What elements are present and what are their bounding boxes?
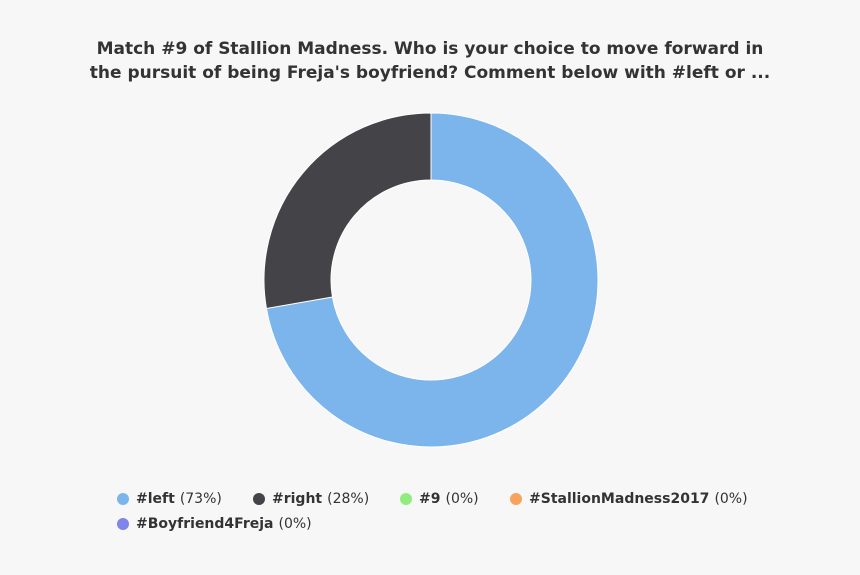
legend-item: #9 (0%) <box>419 491 479 507</box>
legend-name: #StallionMadness2017 <box>529 491 709 507</box>
legend-value: (0%) <box>714 491 747 507</box>
donut-slice <box>263 112 432 310</box>
legend-marker <box>117 493 129 505</box>
legend-value: (0%) <box>445 491 478 507</box>
legend-item: #left (73%) <box>136 491 222 507</box>
legend-item: #right (28%) <box>272 491 369 507</box>
legend-marker <box>117 518 129 530</box>
legend-name: #Boyfriend4Freja <box>136 516 273 532</box>
chart-title: the pursuit of being Freja's boyfriend? … <box>90 63 770 83</box>
legend-name: #left <box>136 491 175 507</box>
legend-name: #right <box>272 491 322 507</box>
chart-title: Match #9 of Stallion Madness. Who is you… <box>97 39 764 59</box>
legend-item: #StallionMadness2017 (0%) <box>529 491 748 507</box>
legend-marker <box>510 493 522 505</box>
legend-marker <box>400 493 412 505</box>
legend-item: #Boyfriend4Freja (0%) <box>136 516 312 532</box>
legend-value: (28%) <box>327 491 369 507</box>
legend-value: (0%) <box>278 516 311 532</box>
legend-name: #9 <box>419 491 440 507</box>
legend-marker <box>253 493 265 505</box>
donut-slice <box>265 112 599 448</box>
legend-value: (73%) <box>180 491 222 507</box>
